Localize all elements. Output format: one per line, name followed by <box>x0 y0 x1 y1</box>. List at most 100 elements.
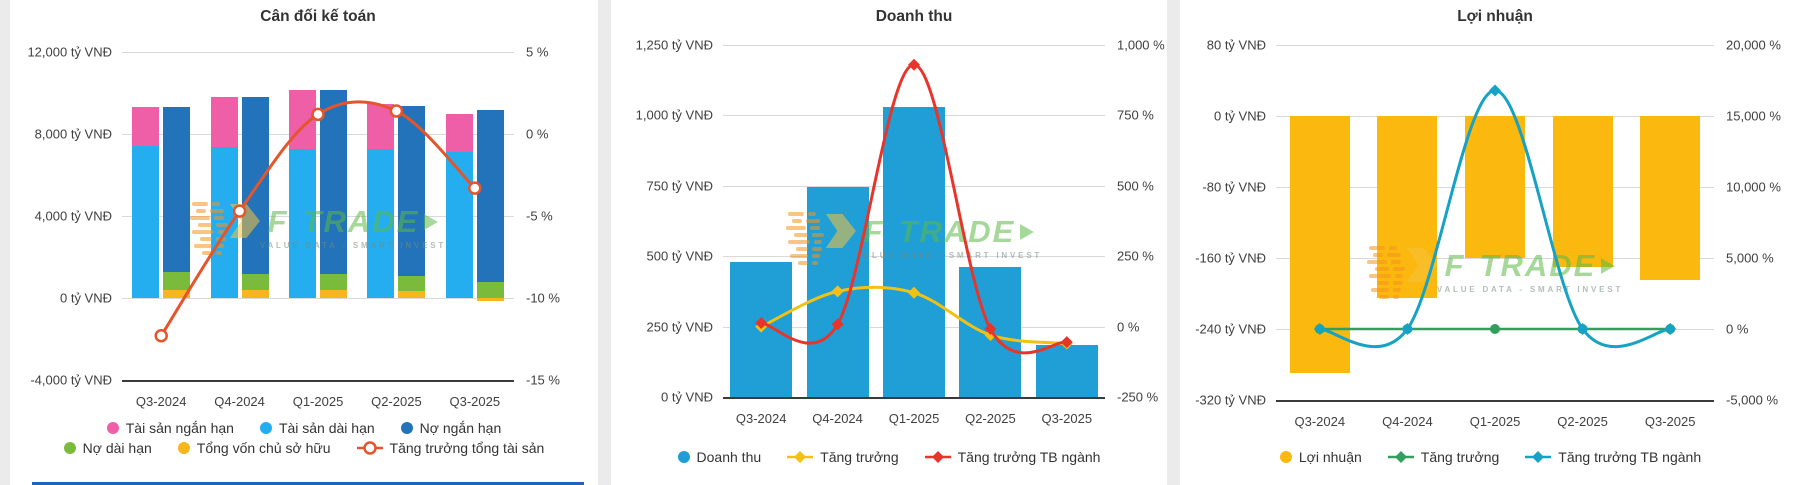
left-axis-tick-label: -240 tỷ VNĐ <box>1195 321 1266 337</box>
bar-segment <box>806 187 869 397</box>
legend-item[interactable]: Tài sản dài hạn <box>259 420 375 436</box>
legend-item-label: Tăng trưởng <box>1420 449 1500 465</box>
chart-legend: Doanh thu Tăng trưởng Tăng trưởng TB ngành <box>611 449 1167 465</box>
left-axis-tick-label: 1,250 tỷ VNĐ <box>635 37 713 53</box>
bottom-scroll-strip[interactable] <box>32 482 584 485</box>
x-axis-category-label: Q4-2024 <box>214 394 265 409</box>
legend-item[interactable]: Doanh thu <box>677 449 761 465</box>
x-axis-category-label: Q3-2025 <box>449 394 501 409</box>
x-axis-category-label: Q3-2024 <box>735 411 787 426</box>
bar-segment <box>210 147 238 298</box>
bar-segment <box>1552 116 1613 267</box>
left-axis-tick-label: -80 tỷ VNĐ <box>1202 179 1266 195</box>
left-axis-tick-label: -160 tỷ VNĐ <box>1195 250 1266 266</box>
panel-divider <box>1167 0 1180 485</box>
legend-item[interactable]: Tăng trưởng tổng tài sản <box>356 440 545 456</box>
legend-series-swatch-icon <box>677 451 690 463</box>
legend-series-swatch-icon <box>63 442 76 454</box>
legend-item[interactable]: Lợi nhuận <box>1279 449 1362 465</box>
left-axis-tick-label: 12,000 tỷ VNĐ <box>27 44 112 60</box>
legend-item[interactable]: Tăng trưởng <box>1387 449 1500 465</box>
revenue-chart-panel: Doanh thu 1,250 tỷ VNĐ 1,000 tỷ VNĐ 750 tỷ… <box>611 0 1167 485</box>
x-axis-line <box>1276 400 1714 402</box>
profit-chart-panel: Lợi nhuận 80 tỷ VNĐ 0 tỷ VNĐ -80 tỷ VNĐ -16… <box>1180 0 1801 485</box>
legend-series-swatch-icon <box>356 441 383 455</box>
right-axis-tick-label: 750 % <box>1117 107 1154 123</box>
bar-segment <box>320 274 347 291</box>
legend-series-swatch-icon <box>259 422 272 434</box>
legend-item[interactable]: Tăng trưởng TB ngành <box>924 449 1100 465</box>
legend-item-label: Tăng trưởng <box>820 449 899 465</box>
x-axis-category-label: Q1-2025 <box>1469 414 1521 429</box>
legend-item[interactable]: Tăng trưởng <box>787 449 899 465</box>
right-axis-tick-label: 1,000 % <box>1117 37 1165 53</box>
right-axis-tick-label: 500 % <box>1117 178 1154 194</box>
gridline <box>1276 45 1714 46</box>
left-axis-tick-label: 750 tỷ VNĐ <box>646 178 713 194</box>
legend-item[interactable]: Nợ ngắn hạn <box>400 420 501 436</box>
legend-item[interactable]: Nợ dài hạn <box>63 440 152 456</box>
bar-segment <box>320 290 347 298</box>
legend-item-label: Lợi nhuận <box>1298 449 1362 465</box>
right-axis-tick-label: 10,000 % <box>1726 179 1781 195</box>
left-axis-tick-label: 0 tỷ VNĐ <box>1213 108 1266 124</box>
line-marker <box>1394 451 1407 463</box>
panel-divider <box>598 0 611 485</box>
right-axis-tick-label: -5,000 % <box>1726 392 1779 408</box>
x-axis-category-label: Q1-2025 <box>888 411 940 426</box>
x-axis-line <box>723 397 1105 399</box>
right-axis-tick-label: 250 % <box>1117 248 1154 264</box>
chart-title: Doanh thu <box>875 8 953 25</box>
bar-segment <box>476 110 504 282</box>
page-left-edge <box>0 0 10 485</box>
gridline <box>723 45 1105 46</box>
x-axis-line <box>122 380 514 382</box>
right-axis-tick-label: 5 % <box>526 44 549 60</box>
legend-item-label: Tổng vốn chủ sở hữu <box>196 440 331 456</box>
bar-segment <box>1289 116 1350 374</box>
left-axis-tick-label: 4,000 tỷ VNĐ <box>34 208 112 224</box>
legend-item-label: Tăng trưởng tổng tài sản <box>389 440 545 456</box>
x-axis-category-label: Q3-2024 <box>135 394 187 409</box>
bar-segment <box>476 281 504 298</box>
bar-segment <box>959 267 1022 397</box>
chart-title: Lợi nhuận <box>1457 8 1533 25</box>
bar-segment <box>445 113 473 153</box>
bar-segment <box>163 272 191 290</box>
chart-legend: Tài sản ngắn hạn Tài sản dài hạn Nợ ngắn h… <box>10 420 598 456</box>
line-marker <box>931 451 944 463</box>
right-axis-tick-label: 15,000 % <box>1726 108 1781 124</box>
legend-item-label: Nợ dài hạn <box>82 440 152 456</box>
line-marker <box>362 441 377 455</box>
legend-series-swatch-icon <box>787 451 814 463</box>
bar-segment <box>289 149 316 298</box>
legend-series-swatch-icon <box>106 422 119 434</box>
x-axis-category-label: Q3-2025 <box>1644 414 1696 429</box>
plot-canvas <box>1276 45 1714 402</box>
x-axis-category-label: Q1-2025 <box>292 394 344 409</box>
x-axis-category-label: Q3-2025 <box>1041 411 1093 426</box>
legend-item[interactable]: Tăng trưởng TB ngành <box>1525 449 1701 465</box>
line-marker <box>1532 451 1545 463</box>
bar-segment <box>730 261 793 397</box>
legend-item-label: Tài sản ngắn hạn <box>125 420 234 436</box>
gridline <box>122 298 514 299</box>
legend-series-swatch-icon <box>1387 451 1414 463</box>
legend-item[interactable]: Tài sản ngắn hạn <box>106 420 234 436</box>
right-axis-tick-label: 5,000 % <box>1726 250 1774 266</box>
bar-segment <box>132 107 160 147</box>
plot-canvas <box>723 45 1105 399</box>
legend-item[interactable]: Tổng vốn chủ sở hữu <box>177 440 331 456</box>
line-marker <box>794 451 807 463</box>
x-axis-category-label: Q3-2024 <box>1294 414 1346 429</box>
bar-segment <box>320 89 347 275</box>
bar-segment <box>398 290 426 298</box>
bar-segment <box>289 89 316 150</box>
chart-legend: Lợi nhuận Tăng trưởng Tăng trưởng TB ngành <box>1180 449 1801 465</box>
bar-segment <box>163 289 191 298</box>
right-axis-tick-label: -15 % <box>526 372 560 388</box>
right-axis-tick-label: -5 % <box>526 208 553 224</box>
bar-segment <box>1035 344 1098 397</box>
legend-series-swatch-icon <box>177 442 190 454</box>
